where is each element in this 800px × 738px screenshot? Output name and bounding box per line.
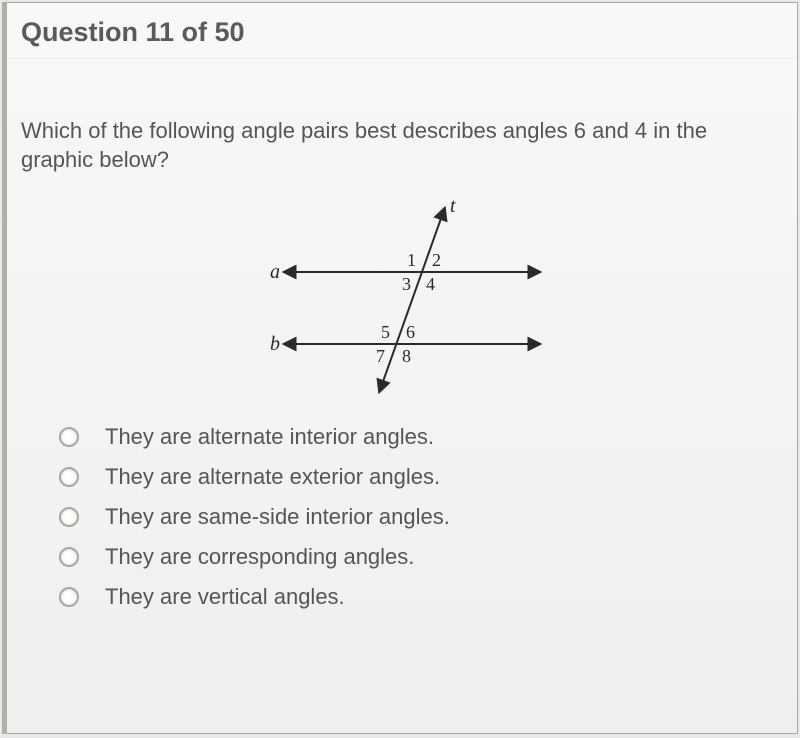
option-row[interactable]: They are vertical angles. <box>59 584 787 610</box>
angle-6: 6 <box>406 322 415 342</box>
option-row[interactable]: They are same-side interior angles. <box>59 504 787 530</box>
transversal-t <box>380 210 444 390</box>
diagram-container: a b t 1 2 3 4 5 6 7 8 <box>7 188 797 408</box>
angle-8: 8 <box>402 346 411 366</box>
question-header: Question 11 of 50 <box>7 3 797 59</box>
question-number-title: Question 11 of 50 <box>21 17 781 48</box>
label-transversal-t: t <box>450 195 456 217</box>
option-row[interactable]: They are alternate exterior angles. <box>59 464 787 490</box>
angle-5: 5 <box>381 322 390 342</box>
radio-button[interactable] <box>59 427 79 447</box>
question-text: Which of the following angle pairs best … <box>21 117 777 174</box>
angle-diagram: a b t 1 2 3 4 5 6 7 8 <box>222 188 582 408</box>
radio-button[interactable] <box>59 587 79 607</box>
label-line-b: b <box>270 333 280 355</box>
answer-options: They are alternate interior angles. They… <box>7 424 797 610</box>
radio-button[interactable] <box>59 507 79 527</box>
angle-4: 4 <box>426 274 435 294</box>
option-label: They are corresponding angles. <box>105 544 414 570</box>
option-label: They are alternate interior angles. <box>105 424 434 450</box>
radio-button[interactable] <box>59 467 79 487</box>
angle-3: 3 <box>402 274 411 294</box>
question-body: Which of the following angle pairs best … <box>7 59 797 184</box>
angle-7: 7 <box>376 346 385 366</box>
radio-button[interactable] <box>59 547 79 567</box>
angle-1: 1 <box>407 250 416 270</box>
label-line-a: a <box>270 261 280 283</box>
option-label: They are vertical angles. <box>105 584 345 610</box>
question-panel: Question 11 of 50 Which of the following… <box>2 2 798 734</box>
option-label: They are alternate exterior angles. <box>105 464 440 490</box>
option-label: They are same-side interior angles. <box>105 504 450 530</box>
option-row[interactable]: They are alternate interior angles. <box>59 424 787 450</box>
angle-2: 2 <box>432 250 441 270</box>
option-row[interactable]: They are corresponding angles. <box>59 544 787 570</box>
